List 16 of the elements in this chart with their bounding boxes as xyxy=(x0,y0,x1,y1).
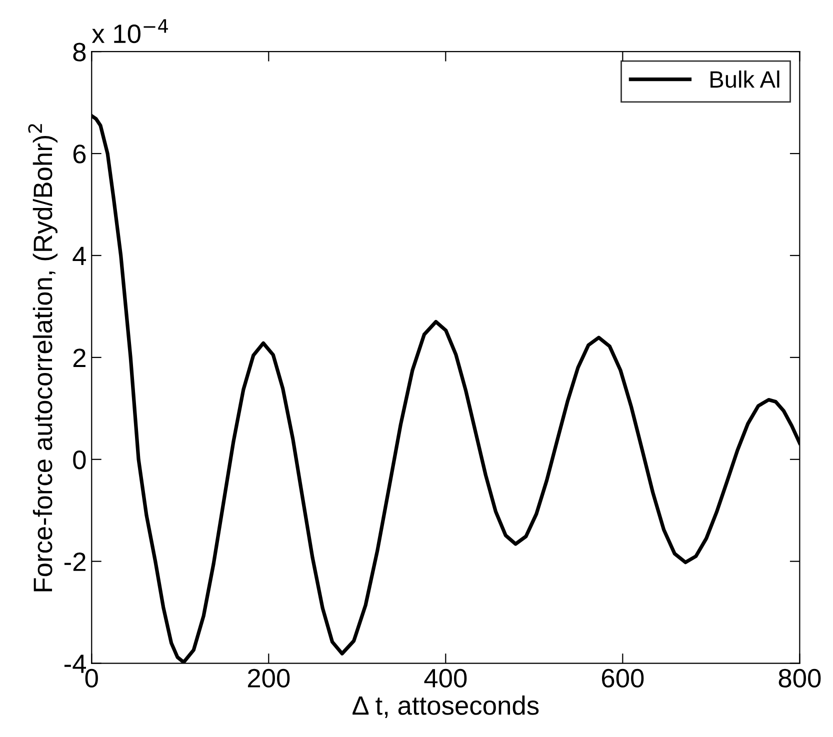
x-tick-label: 200 xyxy=(248,668,290,688)
x-axis-title: Δ t, attoseconds xyxy=(352,696,539,718)
y-tick-label: 2 xyxy=(73,348,86,368)
legend-label: Bulk Al xyxy=(710,70,780,88)
x-tick-label: 0 xyxy=(85,668,98,688)
y-tick-label: 4 xyxy=(72,246,86,266)
y-tick-label: 6 xyxy=(73,144,86,164)
x-tick-label: 800 xyxy=(778,668,821,688)
y-tick-label: 8 xyxy=(73,42,86,62)
text: x 10$^{−4}$ xyxy=(92,19,168,44)
y-tick-label: -4 xyxy=(64,654,86,673)
y-tick-label: 0 xyxy=(73,450,86,470)
y-axis-title: Force-force autocorrelation, (Ryd/Bohr)$^{2}$ xyxy=(28,124,58,592)
x-tick-label: 400 xyxy=(424,668,467,688)
x-tick-label: 600 xyxy=(602,668,644,688)
y-tick-label: -2 xyxy=(64,552,86,571)
